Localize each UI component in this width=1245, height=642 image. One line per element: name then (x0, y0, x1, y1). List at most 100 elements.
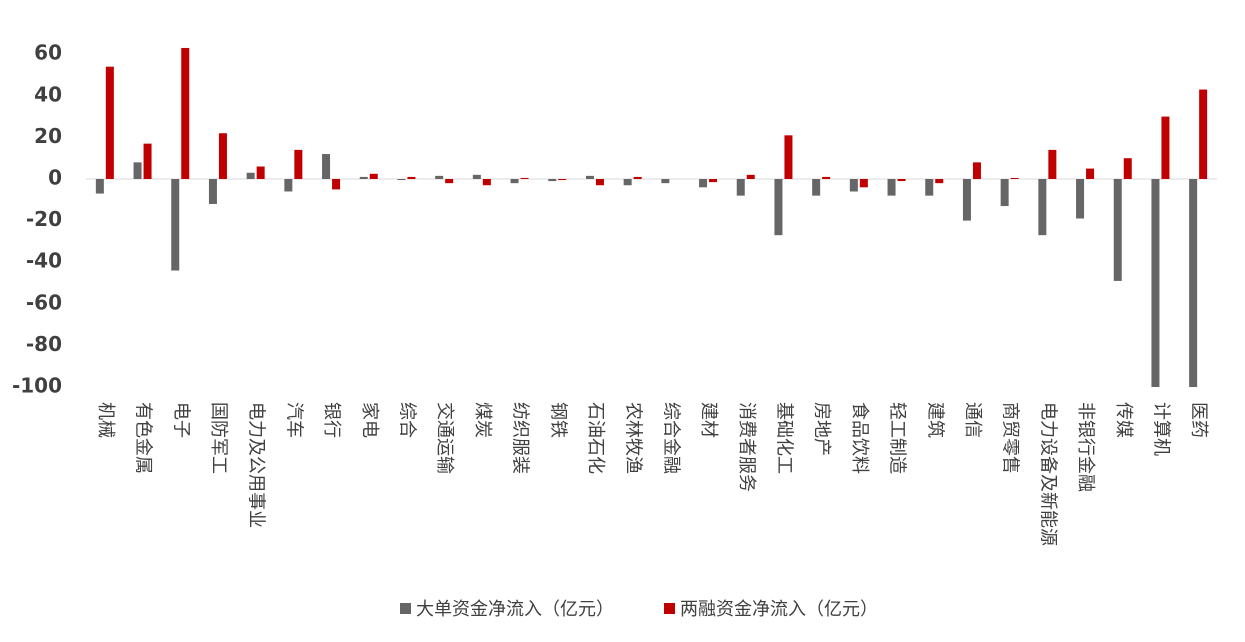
bar (1113, 179, 1122, 281)
x-tick-label: 传媒 (1113, 402, 1134, 438)
bar (1123, 158, 1132, 179)
x-tick-label: 电子 (170, 402, 191, 438)
bar (445, 179, 454, 184)
legend-label: 大单资金净流入（亿元） (416, 599, 614, 620)
bar (322, 154, 331, 179)
bar (218, 133, 227, 179)
bar (699, 179, 708, 188)
legend-swatch (664, 603, 675, 614)
x-tick-label: 煤炭 (472, 402, 493, 438)
bar (520, 177, 529, 179)
bar (595, 179, 604, 186)
y-tick-label: -40 (26, 249, 62, 273)
bar (284, 179, 293, 192)
x-tick-label: 电力设备及新能源 (1037, 402, 1058, 546)
x-tick-label: 交通运输 (434, 402, 455, 474)
x-tick-label: 通信 (962, 402, 983, 438)
x-tick-label: 建筑 (924, 402, 945, 438)
bar (1010, 177, 1019, 179)
x-tick-label: 轻工制造 (887, 402, 908, 474)
bar (332, 179, 341, 190)
x-tick-label: 国防军工 (208, 402, 229, 474)
bar (972, 162, 981, 179)
bar (472, 174, 481, 179)
bar (208, 179, 217, 204)
y-tick-label: -20 (26, 207, 62, 231)
bar (774, 179, 783, 236)
x-tick-label: 综合金融 (660, 402, 681, 474)
legend-label: 两融资金净流入（亿元） (680, 599, 878, 620)
x-tick-label: 消费者服务 (736, 402, 757, 492)
bar (746, 174, 755, 179)
bar (784, 135, 793, 179)
x-tick-label: 房地产 (811, 402, 832, 456)
x-tick-label: 基础化工 (773, 402, 794, 474)
x-tick-label: 农林牧渔 (623, 402, 644, 474)
y-tick-label: 60 (34, 41, 62, 65)
bar (246, 172, 255, 179)
bar (1076, 179, 1085, 219)
bar (482, 179, 491, 186)
x-tick-label: 石油石化 (585, 402, 606, 474)
bar (407, 176, 416, 179)
bar (1000, 179, 1009, 207)
x-tick-label: 非银行金融 (1075, 402, 1096, 492)
bar (294, 149, 303, 179)
bar (822, 176, 831, 179)
y-tick-label: 0 (48, 166, 62, 190)
bar (812, 179, 821, 196)
x-tick-label: 电力及公用事业 (246, 402, 267, 528)
y-tick-label: 20 (34, 124, 62, 148)
bar (849, 179, 858, 192)
y-tick-label: -100 (12, 374, 62, 398)
bar (369, 173, 378, 179)
bar (585, 175, 594, 179)
x-tick-label: 家电 (359, 402, 380, 438)
x-tick-label: 汽车 (283, 402, 304, 438)
bar (95, 179, 104, 194)
bar (925, 179, 934, 196)
x-tick-label: 建材 (698, 402, 719, 438)
bar (105, 66, 114, 179)
x-tick-label: 综合 (396, 402, 417, 438)
bar (1151, 179, 1160, 387)
bar (1189, 179, 1198, 387)
x-tick-label: 钢铁 (547, 402, 568, 438)
bar (397, 179, 406, 181)
bar (1038, 179, 1047, 236)
x-tick-label: 有色金属 (133, 402, 154, 474)
y-tick-label: -60 (26, 290, 62, 314)
bar (558, 179, 567, 181)
x-tick-label: 银行 (321, 402, 342, 438)
bar (897, 179, 906, 182)
bar (887, 179, 896, 196)
bar (171, 179, 180, 271)
bar (1161, 116, 1170, 179)
bar (736, 179, 745, 196)
x-tick-label: 机械 (95, 402, 116, 438)
bar (548, 179, 557, 182)
x-tick-label: 纺织服装 (510, 402, 531, 474)
x-tick-label: 商贸零售 (1000, 402, 1021, 474)
y-tick-label: -80 (26, 332, 62, 356)
x-tick-label: 食品饮料 (849, 402, 870, 474)
bar (709, 179, 718, 183)
bar (181, 47, 190, 180)
bar (256, 166, 265, 179)
bar (1048, 149, 1057, 179)
x-tick-label: 计算机 (1150, 402, 1171, 456)
y-tick-label: 40 (34, 82, 62, 106)
legend-swatch (400, 603, 411, 614)
x-tick-label: 医药 (1188, 402, 1209, 438)
bar (359, 176, 368, 179)
bar (435, 175, 444, 179)
bar (623, 179, 632, 186)
bar (510, 179, 519, 184)
bar (143, 143, 152, 179)
bar (633, 176, 642, 179)
bar (1199, 89, 1208, 179)
bar (133, 162, 142, 179)
bar (1086, 168, 1095, 179)
bar (859, 179, 868, 188)
